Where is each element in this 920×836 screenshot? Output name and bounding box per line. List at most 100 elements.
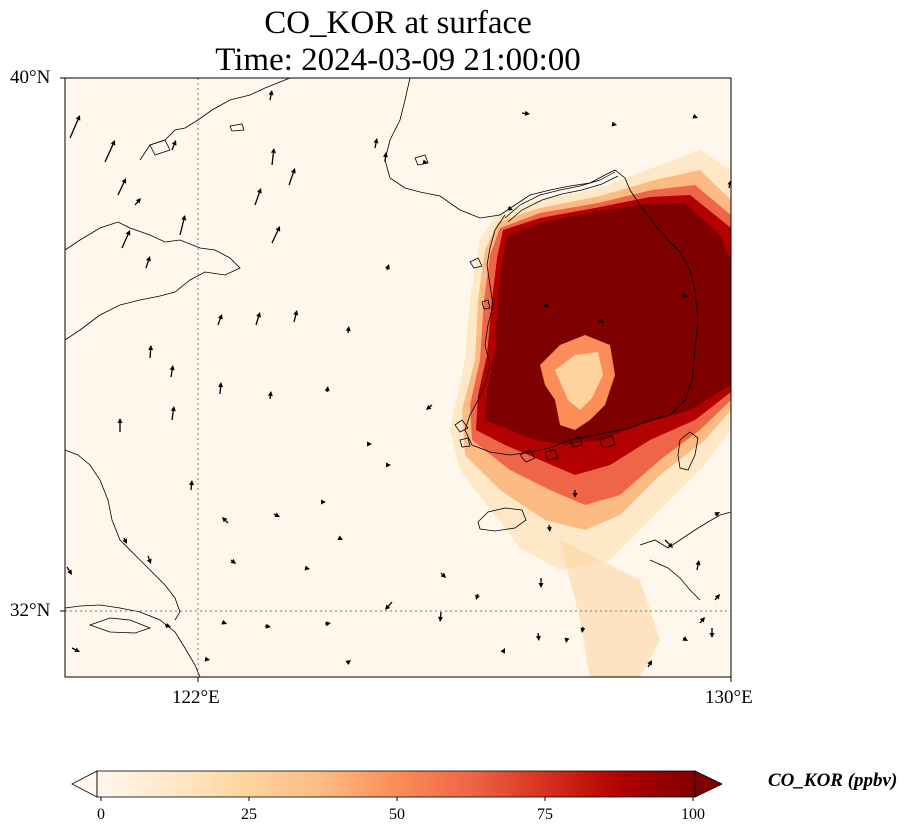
- lon-tick-130e: 130°E: [705, 687, 753, 708]
- wind-arrow-head: [204, 656, 210, 662]
- wind-arrow-shaft: [374, 142, 377, 149]
- wind-arrow-head: [507, 205, 513, 211]
- wind-arrow-head: [383, 152, 388, 158]
- wind-arrow-head: [270, 148, 276, 154]
- wind-arrow-shaft: [288, 172, 294, 186]
- wind-arrow-head: [714, 594, 720, 600]
- wind-arrow-shaft: [217, 318, 221, 326]
- wind-arrow-head: [337, 535, 343, 540]
- wind-arrow-shaft: [230, 559, 233, 562]
- wind-arrow-head: [221, 619, 227, 625]
- wind-arrow-head: [217, 314, 223, 320]
- wind-arrow-shaft: [254, 192, 260, 206]
- colorbar-tick-100: 100: [681, 806, 705, 823]
- wind-arrow-head: [267, 391, 273, 397]
- map-title: CO_KOR at surface: [264, 5, 532, 41]
- wind-arrow-head: [345, 326, 351, 332]
- coastline-islands-south: [519, 435, 616, 463]
- wind-arrow-head: [598, 318, 604, 323]
- wind-arrow-shaft: [179, 219, 185, 236]
- wind-arrow-head: [274, 512, 280, 517]
- coastline-yangtze: [65, 604, 201, 677]
- wind-arrow-head: [268, 90, 274, 96]
- wind-arrow-head: [222, 517, 228, 523]
- coastline-korea-west: [464, 214, 651, 456]
- coastlines: [65, 78, 731, 677]
- wind-arrow-shaft: [647, 664, 651, 668]
- wind-arrow-head: [647, 660, 652, 666]
- colorbar: [71, 770, 723, 801]
- wind-arrow-head: [122, 538, 127, 544]
- wind-arrow-head: [75, 115, 81, 121]
- wind-arrow-head: [135, 198, 141, 204]
- wind-arrow-head: [682, 636, 688, 641]
- colorbar-gradient: [97, 771, 695, 797]
- concentration-field: [450, 150, 731, 677]
- coastline-liaodong-bohai: [65, 221, 241, 341]
- wind-arrow-shaft: [117, 182, 125, 196]
- wind-arrow-head: [438, 616, 443, 622]
- wind-arrow-head: [367, 441, 372, 447]
- lat-tick-40n: 40°N: [10, 67, 51, 88]
- wind-arrow-head: [345, 660, 351, 665]
- wind-arrow-shaft: [170, 369, 173, 378]
- colorbar-tick-50: 50: [389, 806, 405, 823]
- wind-arrow-head: [727, 180, 731, 186]
- coastline-islands-west: [454, 257, 491, 448]
- coastline-tsushima: [677, 431, 699, 471]
- wind-arrow-head: [426, 404, 432, 410]
- wind-arrow-shaft: [171, 410, 174, 421]
- wind-arrow-shaft: [147, 555, 150, 560]
- wind-arrow-shaft: [714, 597, 718, 601]
- wind-arrow-shaft: [696, 564, 699, 571]
- wind-arrow-head: [324, 386, 330, 392]
- wind-arrow-head: [682, 293, 688, 298]
- wind-arrow-shaft: [71, 647, 76, 651]
- wind-arrow-head: [475, 594, 480, 600]
- wind-arrow-head: [373, 138, 379, 144]
- wind-arrow-head: [230, 558, 236, 564]
- wind-arrow-head: [165, 623, 171, 628]
- wind-arrow-head: [440, 572, 446, 578]
- wind-arrow-shaft: [123, 537, 126, 540]
- wind-arrow-head: [121, 178, 127, 184]
- wind-arrow-head: [256, 312, 261, 318]
- wind-arrow-shaft: [121, 234, 129, 249]
- wind-arrow-head: [321, 499, 326, 505]
- wind-arrow-head: [572, 493, 578, 498]
- wind-arrow-shaft: [69, 119, 79, 139]
- wind-arrow-shaft: [269, 94, 272, 101]
- coastline-jeju: [477, 507, 527, 532]
- colorbar-extend-high: [694, 770, 723, 798]
- colorbar-label: CO_KOR (ppbv): [768, 770, 898, 791]
- lon-tick-122e: 122°E: [172, 687, 220, 708]
- coastline-shandong: [65, 449, 181, 621]
- wind-arrow-head: [546, 526, 552, 532]
- coastline-korea-north-border-2: [507, 175, 619, 223]
- wind-arrow-shaft: [225, 520, 229, 524]
- wind-arrow-head: [422, 159, 428, 165]
- wind-arrow-head: [325, 621, 331, 627]
- wind-arrow-head: [692, 113, 698, 119]
- wind-arrow-shaft: [66, 566, 70, 572]
- wind-arrow-shaft: [149, 349, 152, 359]
- wind-arrow-head: [500, 648, 505, 654]
- co-plume-tail: [560, 540, 660, 677]
- wind-arrow-head: [695, 560, 701, 566]
- wind-arrow-head: [699, 617, 705, 623]
- wind-arrow-head: [275, 226, 281, 232]
- wind-arrow-head: [125, 230, 131, 236]
- colorbar-extend-low: [71, 770, 98, 798]
- wind-arrow-head: [611, 121, 617, 127]
- colorbar-tick-25: 25: [241, 806, 257, 823]
- wind-arrow-head: [110, 140, 116, 146]
- wind-arrow-shaft: [429, 404, 433, 408]
- map-time-label: Time: 2024-03-09 21:00:00: [215, 42, 581, 78]
- wind-arrow-head: [709, 633, 715, 638]
- co-plume-notch-light: [555, 352, 603, 410]
- wind-arrow-head: [524, 110, 530, 116]
- wind-arrow-shaft: [293, 314, 297, 323]
- map-panel: [65, 78, 731, 677]
- wind-arrow-head: [535, 635, 541, 641]
- wind-arrow-head: [543, 303, 549, 308]
